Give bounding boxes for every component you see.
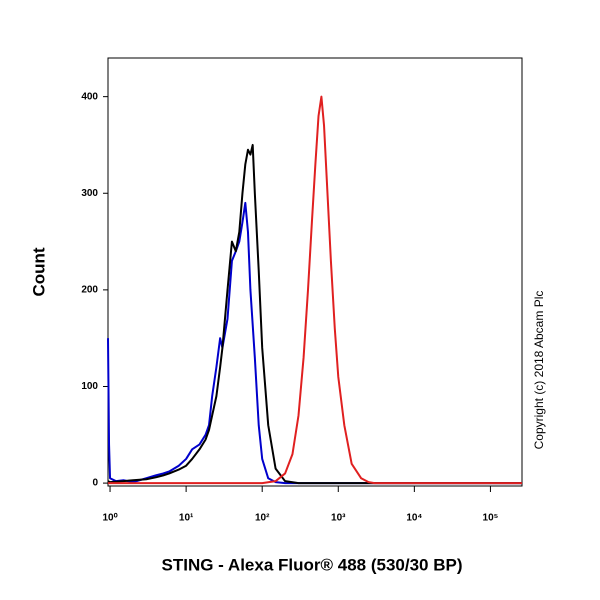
histogram-line [107,143,522,485]
x-tick-label: 10³ [331,513,346,524]
x-tick-label: 10² [255,513,270,524]
plot-frame [107,57,523,487]
x-tick-label: 10⁴ [406,513,422,524]
x-tick-label: 10⁰ [102,513,117,524]
copyright-note: Copyright (c) 2018 Abcam Plc [532,291,546,450]
histogram-line [107,201,522,485]
y-tick-label: 400 [81,91,98,102]
histogram-line [108,95,522,485]
y-tick-label: 200 [81,285,98,296]
y-tick-label: 0 [92,478,98,489]
y-tick-label: 100 [81,381,98,392]
x-tick-label: 10¹ [179,513,194,524]
y-axis-title: Count [29,247,48,296]
x-tick-label: 10⁵ [483,513,499,524]
y-tick-label: 300 [81,188,98,199]
x-axis-title: STING - Alexa Fluor® 488 (530/30 BP) [162,555,463,574]
